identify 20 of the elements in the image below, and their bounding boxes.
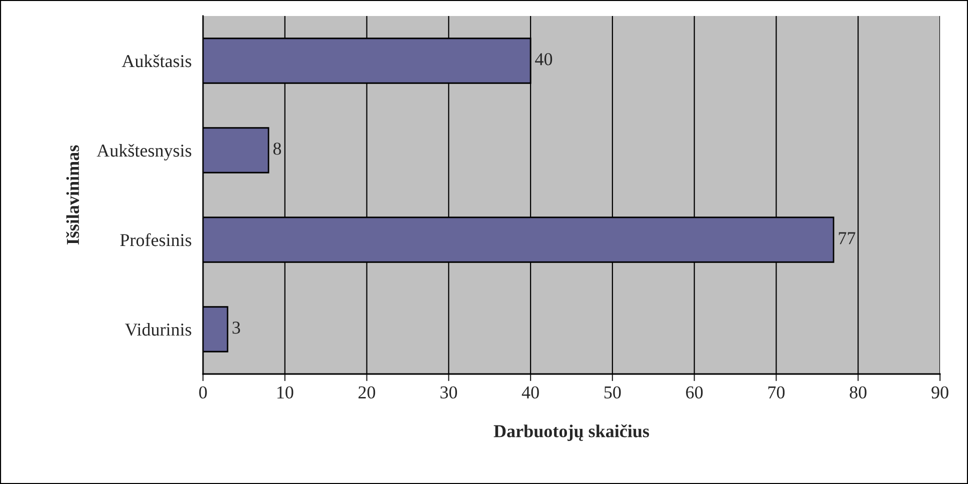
x-tick-label: 80: [850, 386, 866, 399]
x-tick-label: 40: [522, 386, 539, 399]
x-axis-title: Darbuotojų skaičius: [494, 424, 650, 441]
y-tick-label: Vidurinis: [124, 322, 192, 336]
data-label: 3: [232, 322, 240, 334]
data-label: 77: [838, 232, 856, 244]
x-tick-label: 70: [768, 386, 785, 399]
x-tick-label: 50: [604, 386, 621, 399]
data-label: 8: [273, 142, 282, 155]
x-tick-label: 10: [277, 386, 294, 399]
x-tick-label: 0: [199, 386, 207, 399]
y-axis-title: Išsilavinimas: [66, 145, 80, 245]
data-label: 40: [535, 53, 552, 66]
x-tick-label: 20: [358, 386, 376, 399]
x-tick-label: 30: [440, 386, 458, 399]
y-tick-label: Aukštesnysis: [96, 144, 192, 160]
y-tick-label: Profesinis: [120, 233, 192, 246]
x-tick-label: 60: [686, 386, 703, 399]
y-tick-label: Aukštasis: [122, 54, 192, 68]
x-tick-label: 90: [932, 386, 948, 399]
